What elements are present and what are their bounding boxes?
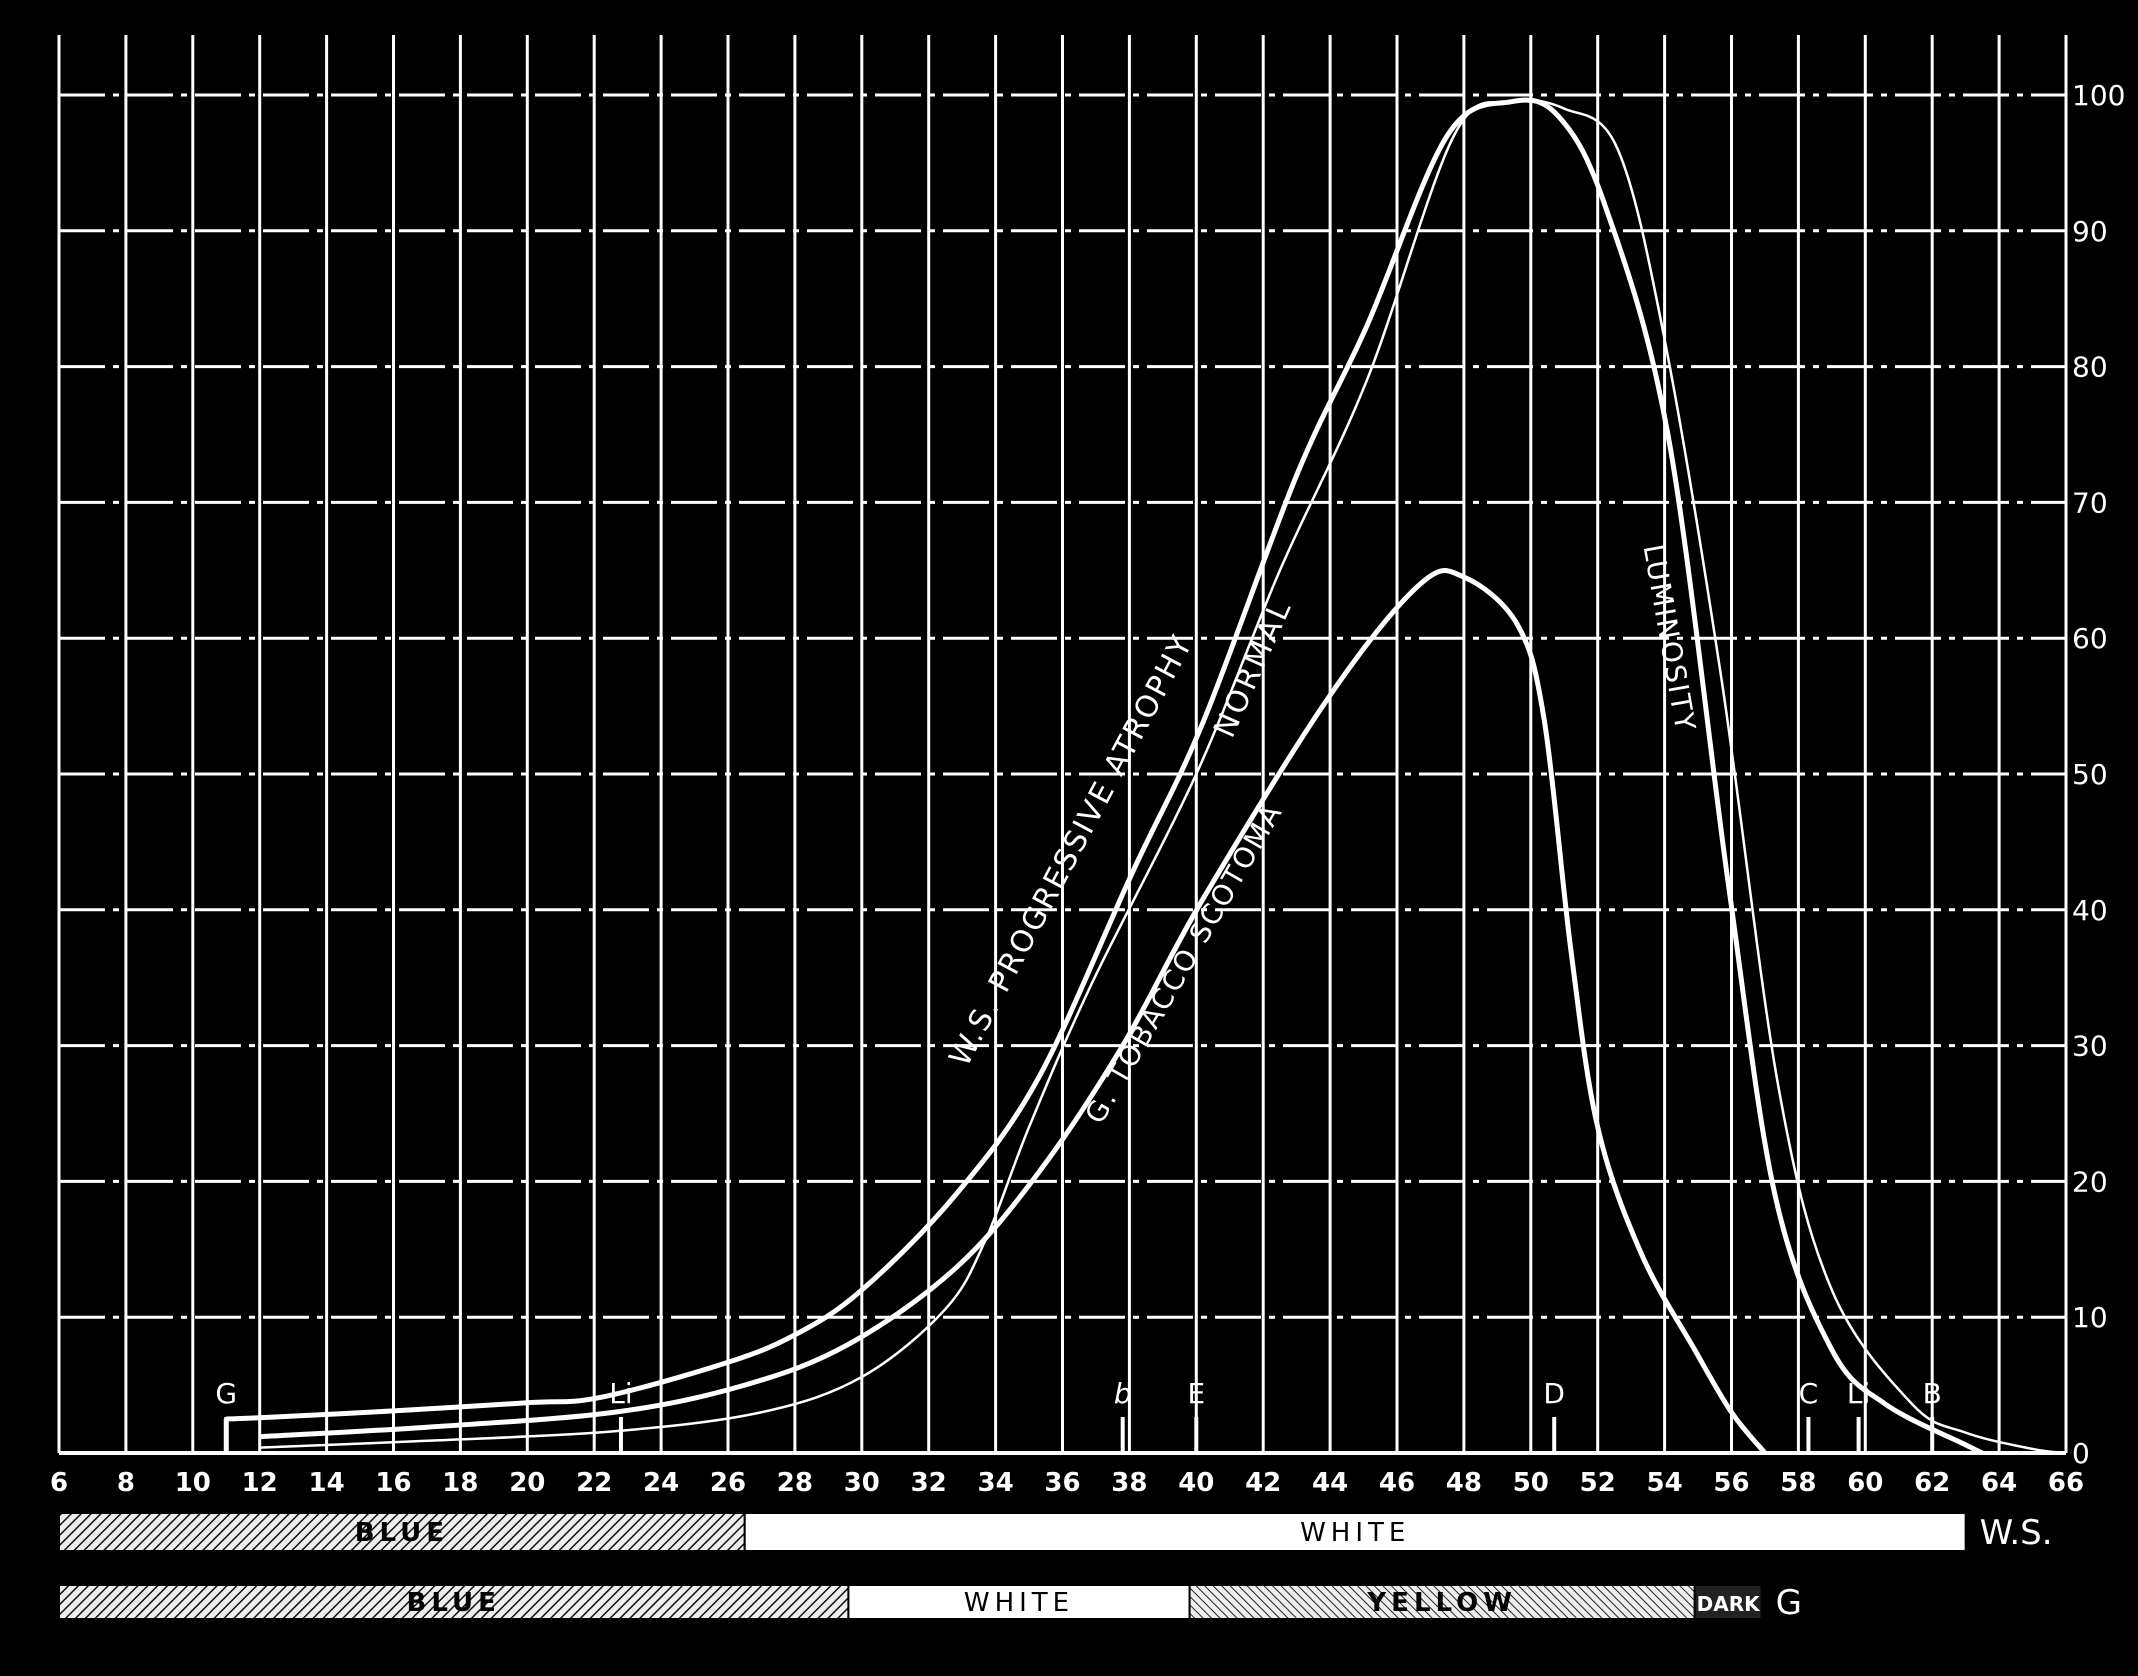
x-tick-label: 62 bbox=[1914, 1468, 1950, 1498]
spectral-line-label: C bbox=[1799, 1377, 1819, 1410]
x-tick-label: 40 bbox=[1178, 1468, 1214, 1498]
x-tick-label: 60 bbox=[1847, 1468, 1883, 1498]
x-tick-label: 52 bbox=[1580, 1468, 1616, 1498]
x-tick-label: 44 bbox=[1312, 1468, 1348, 1498]
spectral-line-label: E bbox=[1187, 1377, 1205, 1410]
spectral-line-label: D bbox=[1543, 1377, 1565, 1410]
x-tick-label: 36 bbox=[1044, 1468, 1080, 1498]
color-band-subject: W.S. bbox=[1980, 1513, 2053, 1553]
color-band-label: BLUE bbox=[407, 1588, 501, 1618]
x-tick-label: 42 bbox=[1245, 1468, 1281, 1498]
color-band-label: WHITE bbox=[1300, 1518, 1410, 1548]
x-tick-label: 66 bbox=[2048, 1468, 2084, 1498]
x-tick-label: 64 bbox=[1981, 1468, 2017, 1498]
color-band-segment bbox=[743, 1512, 1967, 1552]
x-tick-label: 8 bbox=[117, 1468, 135, 1498]
y-tick-label: 30 bbox=[2072, 1030, 2108, 1063]
color-band-label: DARK bbox=[1697, 1592, 1761, 1616]
x-tick-label: 26 bbox=[710, 1468, 746, 1498]
x-tick-label: 56 bbox=[1713, 1468, 1749, 1498]
spectral-line-markers: G Li b E D C Li B bbox=[215, 1377, 1942, 1453]
y-tick-label: 0 bbox=[2072, 1437, 2090, 1470]
color-band-subject: G bbox=[1776, 1583, 1802, 1623]
color-band-segment bbox=[58, 1584, 850, 1620]
color-bands: BLUE WHITE W.S. BLUE WHITE YELLOW DARK G bbox=[58, 1512, 2053, 1623]
x-tick-label: 38 bbox=[1111, 1468, 1147, 1498]
color-band-segment bbox=[58, 1512, 746, 1552]
series-line bbox=[226, 97, 1984, 1456]
spectral-line-label: B bbox=[1923, 1377, 1942, 1410]
x-tick-label: 16 bbox=[375, 1468, 411, 1498]
color-band-segment bbox=[1188, 1584, 1696, 1620]
spectral-line-label: G bbox=[215, 1377, 237, 1410]
x-tick-label: 46 bbox=[1379, 1468, 1415, 1498]
x-tick-label: 48 bbox=[1446, 1468, 1482, 1498]
y-tick-label: 80 bbox=[2072, 351, 2108, 384]
y-tick-label: 60 bbox=[2072, 622, 2108, 655]
y-tick-label: 40 bbox=[2072, 894, 2108, 927]
x-tick-label: 34 bbox=[978, 1468, 1014, 1498]
x-tick-label: 10 bbox=[175, 1468, 211, 1498]
x-tick-label: 58 bbox=[1780, 1468, 1816, 1498]
x-tick-label: 28 bbox=[777, 1468, 813, 1498]
spectral-line-label: Li bbox=[609, 1377, 632, 1410]
x-tick-label: 14 bbox=[309, 1468, 345, 1498]
x-tick-label: 54 bbox=[1647, 1468, 1683, 1498]
spectral-line-label: Li bbox=[1847, 1377, 1870, 1410]
y-tick-label: 20 bbox=[2072, 1165, 2108, 1198]
color-band-label: YELLOW bbox=[1366, 1588, 1517, 1618]
x-tick-label: 30 bbox=[844, 1468, 880, 1498]
y-tick-label: 100 bbox=[2072, 79, 2125, 112]
y-tick-label: 90 bbox=[2072, 215, 2108, 248]
x-tick-label: 50 bbox=[1513, 1468, 1549, 1498]
series-line bbox=[259, 98, 2067, 1455]
color-band-label: BLUE bbox=[355, 1518, 449, 1548]
x-tick-label: 24 bbox=[643, 1468, 679, 1498]
color-band-segment bbox=[1693, 1584, 1763, 1620]
series-lines bbox=[223, 97, 2067, 1456]
x-tick-label: 12 bbox=[242, 1468, 278, 1498]
x-tick-label: 32 bbox=[911, 1468, 947, 1498]
y-tick-label: 10 bbox=[2072, 1301, 2108, 1334]
x-tick-label: 6 bbox=[50, 1468, 68, 1498]
series-line bbox=[259, 568, 1767, 1455]
tick-labels: 6 8 10 12 14 16 18 20 22 24 26 28 30 32 34 36 38 40 42 44 46… bbox=[50, 79, 2126, 1498]
y-tick-label: 50 bbox=[2072, 758, 2108, 791]
x-tick-label: 20 bbox=[509, 1468, 545, 1498]
x-tick-label: 22 bbox=[576, 1468, 612, 1498]
color-band-label: WHITE bbox=[964, 1588, 1074, 1618]
spectral-line-label: b bbox=[1114, 1377, 1132, 1410]
y-tick-label: 70 bbox=[2072, 486, 2108, 519]
x-tick-label: 18 bbox=[442, 1468, 478, 1498]
grid bbox=[57, 35, 2068, 1455]
